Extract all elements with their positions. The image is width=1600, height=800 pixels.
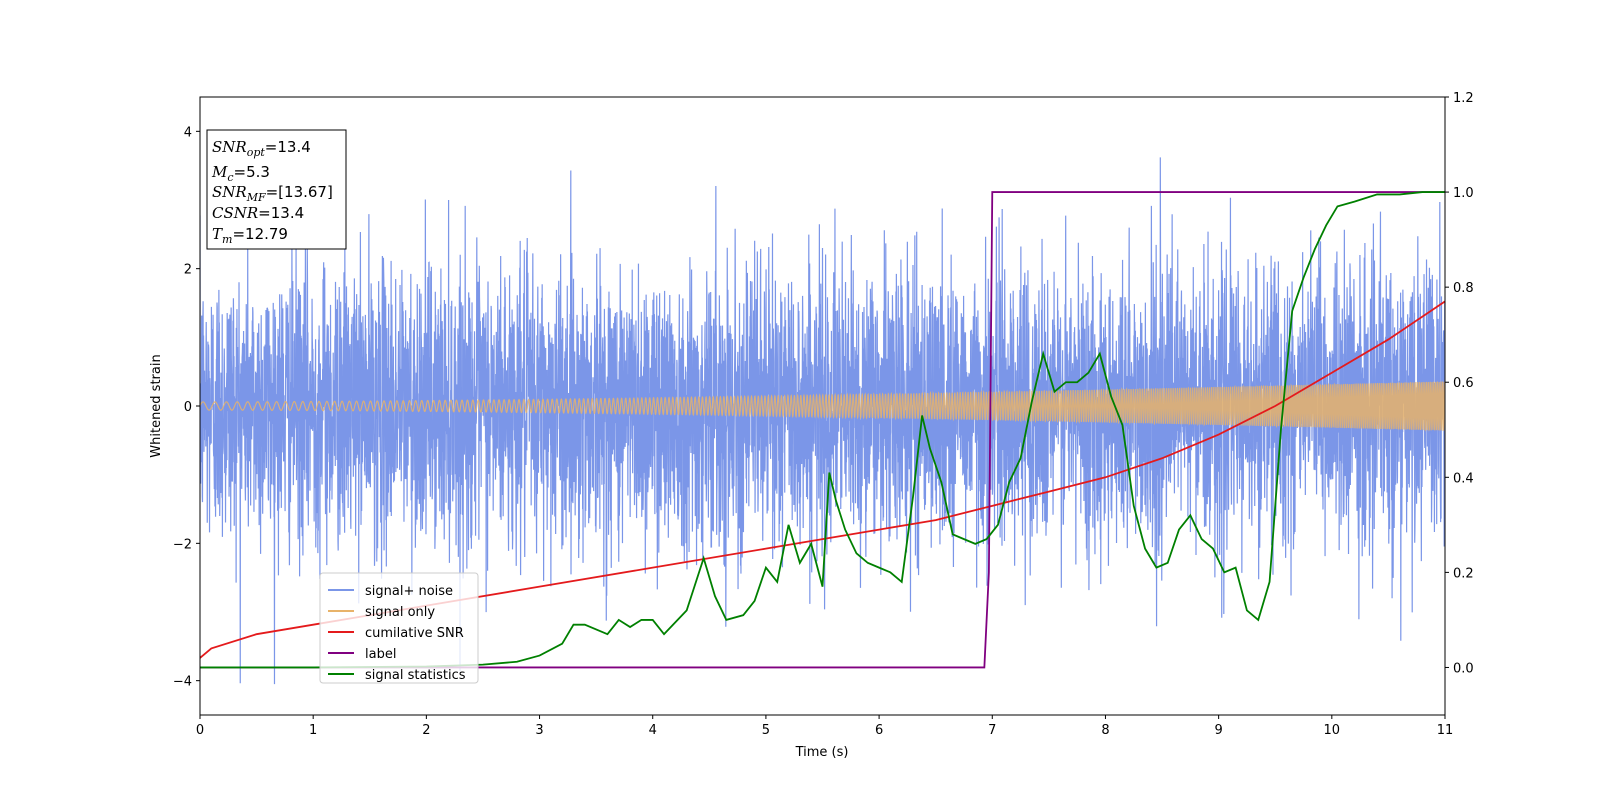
x-tick-label: 2 <box>422 723 430 738</box>
legend-frame <box>319 572 479 684</box>
y-axis-label: Whitened strain <box>149 354 164 457</box>
info-mc: Mc=5.3 <box>211 163 270 184</box>
y2-tick-label: 0.2 <box>1453 566 1474 581</box>
legend-label-signal-noise: signal+ noise <box>365 584 453 599</box>
legend-label-label: label <box>365 647 396 662</box>
x-tick-label: 4 <box>649 723 657 738</box>
info-box-frame <box>206 129 347 250</box>
info-snr-mf: SNRMF=[13.67] <box>212 183 333 204</box>
x-tick-label: 7 <box>988 723 996 738</box>
series-line-signal-only <box>200 381 1445 432</box>
series-line-cumilative-snr <box>200 300 1445 659</box>
x-tick-label: 9 <box>1214 723 1222 738</box>
x-tick-label: 6 <box>875 723 883 738</box>
y-axis-right: 0.0 0.2 0.4 0.6 0.8 1.0 1.2 <box>1445 91 1474 676</box>
x-tick-label: 10 <box>1324 723 1341 738</box>
legend-label-cumilative-snr: cumilative SNR <box>365 626 464 641</box>
info-box: SNRopt=13.4 Mc=5.3 SNRMF=[13.67] CSNR=13… <box>206 129 347 250</box>
x-tick-label: 3 <box>535 723 543 738</box>
x-tick-label: 11 <box>1437 723 1454 738</box>
info-tm: Tm=12.79 <box>212 225 288 246</box>
series-layer <box>200 157 1445 685</box>
legend-label-signal-only: signal only <box>365 605 435 620</box>
series-line-label <box>200 191 1445 669</box>
x-axis: 0 1 2 3 4 5 6 7 8 9 10 11 <box>196 715 1453 738</box>
y2-tick-label: 1.0 <box>1453 186 1474 201</box>
x-tick-label: 0 <box>196 723 204 738</box>
y2-tick-label: 0.0 <box>1453 661 1474 676</box>
y-tick-label: 0 <box>184 400 192 415</box>
y-tick-label: 2 <box>184 263 192 278</box>
info-snr-opt: SNRopt=13.4 <box>212 138 311 159</box>
series-line-signal-statistics <box>200 191 1445 669</box>
legend: signal+ noise signal only cumilative SNR la… <box>319 572 479 684</box>
x-tick-label: 1 <box>309 723 317 738</box>
y2-tick-label: 0.6 <box>1453 376 1474 391</box>
y-tick-label: −2 <box>173 537 192 552</box>
x-tick-label: 5 <box>762 723 770 738</box>
y2-tick-label: 1.2 <box>1453 91 1474 106</box>
info-csnr: CSNR=13.4 <box>212 204 304 222</box>
y-tick-label: 4 <box>184 125 192 140</box>
y-axis-left: −4 −2 0 2 4 <box>173 125 200 690</box>
x-tick-label: 8 <box>1101 723 1109 738</box>
y2-tick-label: 0.4 <box>1453 471 1474 486</box>
x-axis-label: Time (s) <box>795 745 849 760</box>
legend-label-signal-statistics: signal statistics <box>365 668 466 683</box>
y2-tick-label: 0.8 <box>1453 281 1474 296</box>
y-tick-label: −4 <box>173 675 192 690</box>
